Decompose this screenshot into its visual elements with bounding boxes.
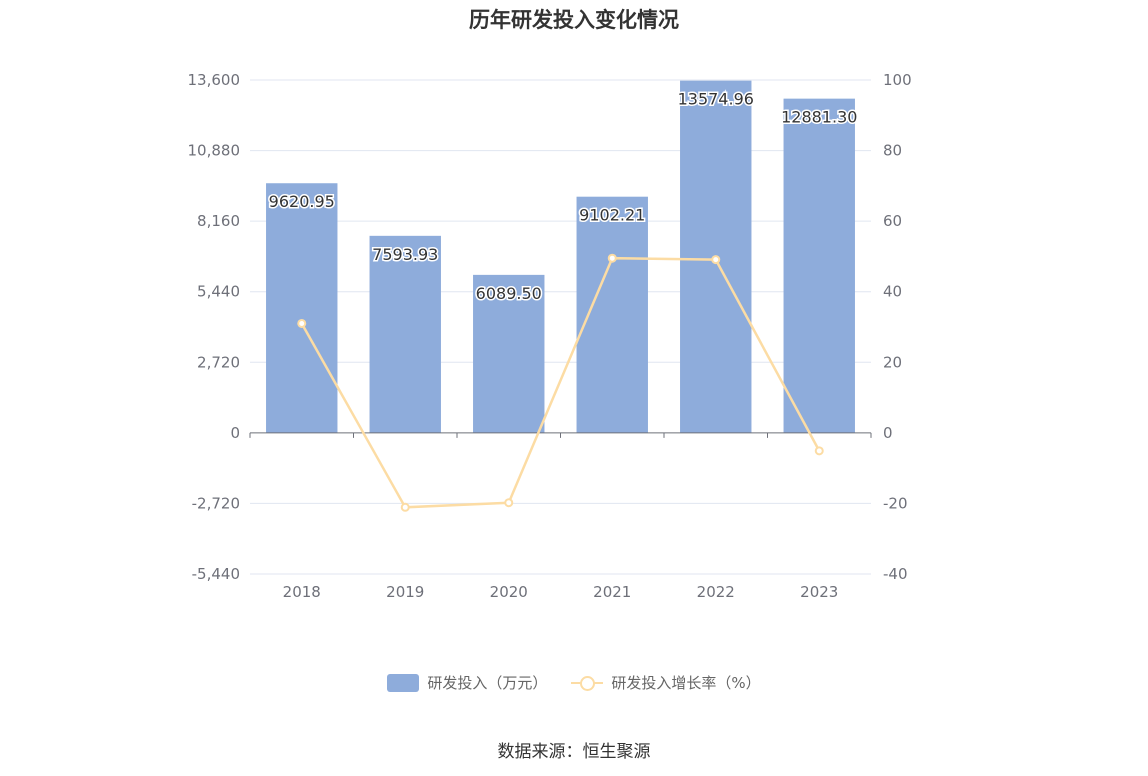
legend-line-label: 研发投入增长率（%） [611, 674, 761, 692]
y-left-tick-label: -5,440 [192, 565, 240, 583]
y-right-tick-label: 20 [883, 353, 902, 371]
bar-2020 [473, 274, 545, 433]
bar-2023 [783, 98, 855, 433]
growth-rate-point-2020 [504, 498, 514, 508]
x-tick-label: 2018 [283, 583, 321, 601]
growth-rate-line [300, 256, 821, 509]
data-source-note: 数据来源：恒生聚源 [497, 742, 651, 762]
y-right-tick-label: -20 [883, 494, 908, 512]
legend-bar-swatch [387, 673, 420, 692]
growth-rate-point-2023 [814, 446, 824, 456]
y-left-tick-label: 13,600 [188, 71, 241, 89]
bar-value-label: 9620.95 [269, 192, 335, 211]
x-tick-label: 2023 [800, 583, 838, 601]
y-left-tick-label: 8,160 [197, 212, 240, 230]
y-right-tick-label: 100 [883, 71, 912, 89]
bar-value-label: 7593.93 [372, 245, 438, 264]
legend-item-bar[interactable]: 研发投入（万元） [387, 672, 547, 693]
bar-2018 [266, 183, 338, 433]
growth-rate-point-2018 [297, 318, 307, 328]
bar-value-label: 6089.50 [476, 284, 542, 303]
y-left-tick-label: 5,440 [197, 283, 240, 301]
y-right-tick-label: 40 [883, 283, 902, 301]
x-tick-label: 2022 [697, 583, 735, 601]
chart-title: 历年研发投入变化情况 [469, 8, 679, 32]
x-tick-label: 2020 [490, 583, 528, 601]
chart-legend: 研发投入（万元） 研发投入增长率（%） [0, 672, 1148, 693]
growth-rate-point-2019 [400, 502, 410, 512]
y-left-tick-label: -2,720 [192, 494, 240, 512]
y-left-tick-label: 2,720 [197, 353, 240, 371]
y-right-tick-label: -40 [883, 565, 908, 583]
bar-value-label: 13574.96 [678, 90, 754, 109]
y-right-tick-label: 60 [883, 212, 902, 230]
y-right-tick-label: 0 [883, 424, 893, 442]
bar-2019 [369, 235, 441, 433]
legend-item-line[interactable]: 研发投入增长率（%） [571, 672, 761, 693]
legend-bar-label: 研发投入（万元） [427, 674, 548, 692]
x-tick-label: 2019 [386, 583, 424, 601]
x-tick-label: 2021 [593, 583, 631, 601]
y-left-tick-label: 10,880 [188, 142, 241, 160]
growth-rate-point-2022 [711, 255, 721, 265]
legend-line-swatch [571, 674, 604, 692]
y-right-tick-label: 80 [883, 142, 902, 160]
bar-value-label: 9102.21 [579, 206, 645, 225]
y-left-tick-label: 0 [230, 424, 240, 442]
growth-rate-point-2021 [607, 253, 617, 263]
bar-value-label: 12881.30 [781, 108, 857, 127]
